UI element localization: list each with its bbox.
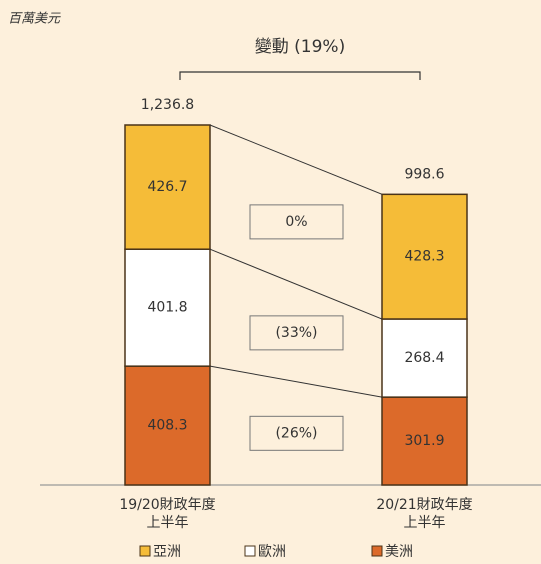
legend-swatch — [371, 545, 383, 557]
connector — [209, 124, 383, 195]
value-label: 428.3 — [404, 249, 444, 265]
change-label: 0% — [285, 214, 307, 230]
bar-segment — [381, 318, 468, 398]
connector — [209, 248, 383, 320]
x-tick-label: 上半年 — [147, 515, 189, 531]
legend-label: 亞洲 — [153, 544, 181, 560]
connector — [209, 365, 383, 398]
change-label: (26%) — [275, 425, 317, 441]
value-label: 301.9 — [404, 433, 444, 449]
legend-label: 美洲 — [385, 544, 413, 560]
bar-segment — [381, 396, 468, 486]
x-tick-label: 19/20財政年度 — [119, 497, 215, 513]
change-title: 變動 (19%) — [255, 37, 345, 57]
change-box — [249, 315, 344, 351]
value-label: 408.3 — [147, 418, 187, 434]
bracket — [179, 71, 421, 80]
unit-label: 百萬美元 — [8, 12, 61, 27]
bar-segment — [124, 365, 211, 486]
value-label: 426.7 — [147, 179, 187, 195]
legend-swatch — [244, 545, 256, 557]
total-label: 1,236.8 — [141, 97, 194, 113]
change-label: (33%) — [275, 325, 317, 341]
legend-swatch — [139, 545, 151, 557]
value-label: 268.4 — [404, 350, 444, 366]
bar-segment — [381, 193, 468, 320]
x-tick-label: 20/21財政年度 — [376, 497, 472, 513]
total-label: 998.6 — [404, 166, 444, 182]
legend-label: 歐洲 — [258, 544, 286, 560]
value-label: 401.8 — [147, 300, 187, 316]
bar-segment — [124, 124, 211, 250]
change-box — [249, 415, 344, 451]
change-box — [249, 204, 344, 240]
x-tick-label: 上半年 — [404, 515, 446, 531]
